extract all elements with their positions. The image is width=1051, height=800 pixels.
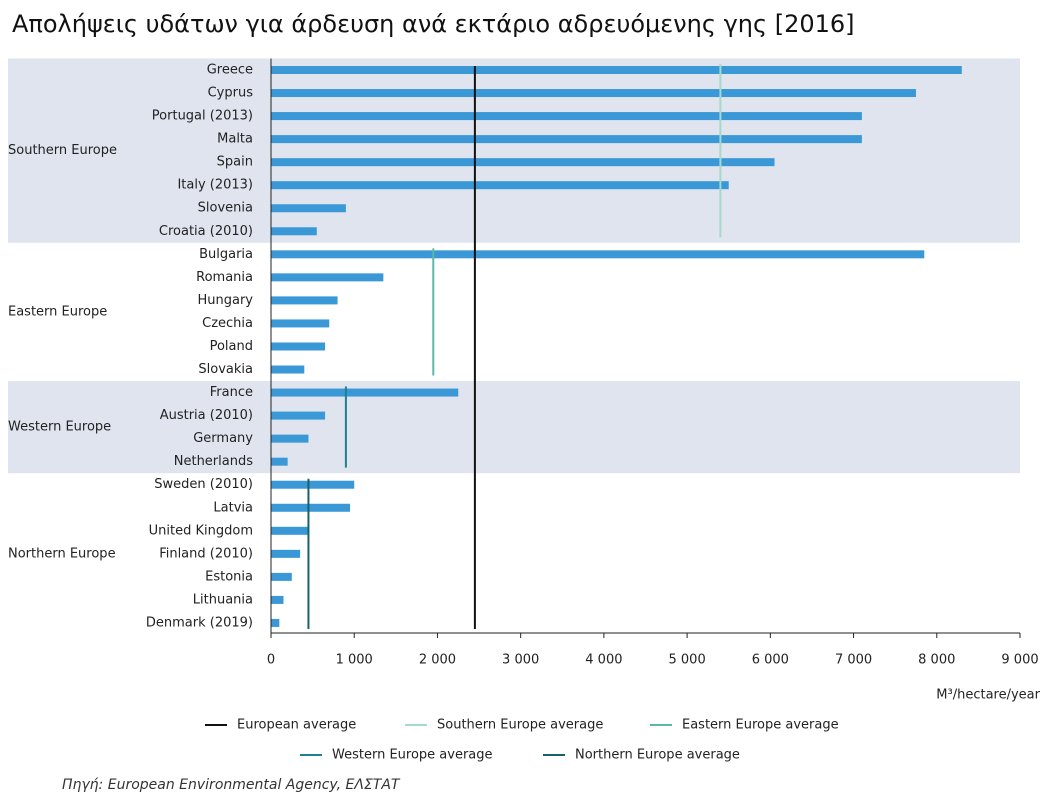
bar [271,411,326,420]
group-label: Western Europe [8,420,111,435]
category-label: Slovakia [198,362,253,377]
bar [271,89,916,98]
group-label: Eastern Europe [8,304,107,319]
x-tick-label: 9 000 [1001,653,1038,668]
x-tick-label: 2 000 [419,653,456,668]
category-label: Italy (2013) [177,178,253,193]
category-label: Malta [217,132,253,147]
bar [271,503,351,512]
bar [271,66,962,74]
x-axis-label: M³/hectare/year [936,688,1040,703]
legend-label: Southern Europe average [437,718,603,733]
category-label: Lithuania [193,592,253,607]
group-band [8,58,1020,243]
category-label: Denmark (2019) [146,615,253,630]
bar [271,388,459,397]
category-label: Greece [207,63,253,78]
x-tick-label: 7 000 [835,653,872,668]
bar [271,135,862,144]
x-tick-label: 8 000 [918,653,955,668]
legend-label: European average [237,718,356,733]
legend-label: Western Europe average [332,748,493,763]
bar [271,204,346,213]
bar [271,595,284,604]
category-label: Latvia [213,500,253,515]
group-label: Northern Europe [8,546,116,561]
bar [271,572,292,581]
legend-label: Eastern Europe average [682,718,839,733]
category-label: Sweden (2010) [154,477,253,492]
category-label: France [210,385,253,400]
group-band [8,381,1020,474]
bar [271,227,317,236]
category-label: Netherlands [174,454,253,469]
category-label: United Kingdom [149,523,253,538]
x-tick-label: 6 000 [752,653,789,668]
category-label: Finland (2010) [159,546,253,561]
bar [271,181,729,190]
bar [271,319,330,328]
source: Πηγή: European Environmental Agency, ΕΛΣ… [62,777,401,793]
bar [271,273,384,282]
bar [271,250,925,259]
bar [271,112,862,121]
bar [271,457,288,466]
bar [271,618,280,627]
category-label: Austria (2010) [160,408,253,423]
category-label: Hungary [197,293,253,308]
x-tick-label: 5 000 [669,653,706,668]
bar [271,549,301,558]
group-label: Southern Europe [8,143,117,158]
bar [271,434,309,443]
category-label: Spain [217,155,253,170]
bar [271,480,355,489]
x-tick-label: 0 [267,653,275,668]
category-label: Poland [210,339,253,354]
bar [271,365,305,374]
bar [271,158,775,167]
chart-title: Απολήψεις υδάτων για άρδευση ανά εκτάριο… [12,10,855,38]
x-tick-label: 4 000 [585,653,622,668]
category-label: Slovenia [198,201,253,216]
category-label: Bulgaria [199,247,253,262]
category-label: Romania [196,270,253,285]
category-label: Czechia [202,316,253,331]
category-label: Estonia [205,569,253,584]
legend-label: Northern Europe average [575,748,740,763]
category-label: Portugal (2013) [152,109,253,124]
x-tick-label: 1 000 [336,653,373,668]
bar [271,526,309,535]
bar [271,296,338,305]
x-tick-label: 3 000 [502,653,539,668]
category-label: Croatia (2010) [159,224,253,239]
category-label: Cyprus [208,86,254,101]
bar [271,342,326,351]
category-label: Germany [193,431,253,446]
